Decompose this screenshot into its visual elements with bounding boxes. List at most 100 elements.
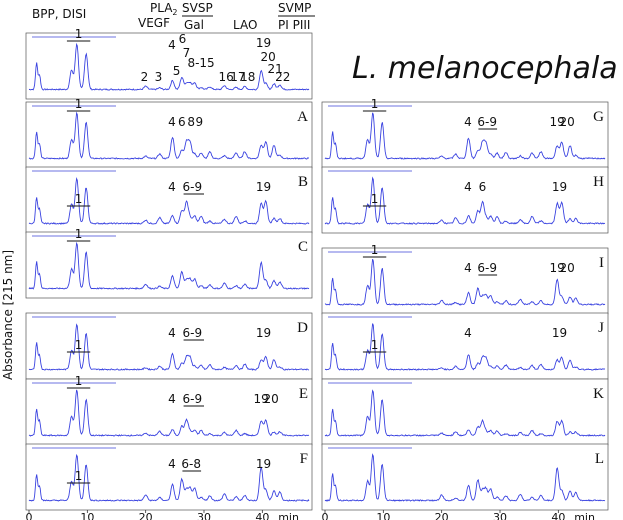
peak-annotation: 4 xyxy=(464,326,472,340)
peak-annotation: 4 xyxy=(168,326,176,340)
peak-annotation: 4 xyxy=(464,261,472,275)
panel-label: F xyxy=(300,451,308,467)
header-pi-piii: PI PIII xyxy=(278,18,310,32)
panel-f: F 1 4 6-8 19 xyxy=(25,443,313,511)
header-pla2: PLA2 xyxy=(150,1,178,17)
peak-annotation: 1 xyxy=(75,27,83,41)
peak-annotation: 19 xyxy=(552,180,567,194)
peak-annotation: 3 xyxy=(155,70,163,84)
peak-annotation: 4 xyxy=(168,457,176,471)
chromatogram-trace xyxy=(324,323,606,371)
x-tick-label: 30 xyxy=(197,511,211,520)
panel-label: C xyxy=(298,239,308,255)
peak-annotation: 7 xyxy=(183,46,191,60)
peak-annotation: 6-8 xyxy=(181,457,201,471)
peak-annotation: 19 xyxy=(552,326,567,340)
peak-annotation: 6-9 xyxy=(183,392,203,406)
x-tick-label: 30 xyxy=(493,511,507,520)
panel-label: H xyxy=(593,174,604,190)
panel-frame xyxy=(321,378,609,446)
panel-frame xyxy=(25,101,313,169)
panel-label: E xyxy=(299,386,308,402)
peak-annotation: 6-9 xyxy=(477,261,497,275)
peak-annotation: 1 xyxy=(75,469,83,483)
chromatogram-trace xyxy=(324,389,606,437)
peak-annotation: 4 xyxy=(464,180,472,194)
header-svmp: SVMP xyxy=(278,1,311,15)
x-tick-label: 10 xyxy=(80,511,94,520)
peak-annotation: 19 xyxy=(256,326,271,340)
panel-frame xyxy=(25,443,313,511)
x-tick-label: 10 xyxy=(376,511,390,520)
chromatogram-trace xyxy=(28,111,310,160)
peak-annotation: 19 xyxy=(256,180,271,194)
panel-frame xyxy=(321,101,609,169)
x-tick-label: 0 xyxy=(322,511,329,520)
peak-annotation: 6 xyxy=(479,180,487,194)
peak-annotation: 18 xyxy=(240,70,255,84)
peak-annotation: 19 xyxy=(254,392,269,406)
peak-annotation: 1 xyxy=(371,338,379,352)
chromatogram-trace xyxy=(28,241,310,290)
peak-annotation: 9 xyxy=(196,115,204,129)
peak-annotation: 19 xyxy=(256,457,271,471)
chromatogram-trace xyxy=(324,112,606,160)
peak-annotation: 1 xyxy=(371,97,379,111)
panel-l: L xyxy=(321,443,609,511)
chromatogram-trace xyxy=(28,42,310,91)
panel-frame xyxy=(321,247,609,315)
panel-k: K xyxy=(321,378,609,446)
peak-annotation: 1 xyxy=(75,338,83,352)
header-gal: Gal xyxy=(184,18,204,32)
panel-label: K xyxy=(593,386,604,402)
panel-frame xyxy=(25,312,313,380)
peak-annotation: 6 xyxy=(178,115,186,129)
chromatogram-trace xyxy=(28,389,310,437)
x-tick-label: 20 xyxy=(139,511,153,520)
peak-annotation: 21 xyxy=(268,62,283,76)
x-tick-label: 40 xyxy=(551,511,565,520)
peak-annotation: 1 xyxy=(75,97,83,111)
chromatogram-trace xyxy=(324,176,606,225)
x-axis-label: min xyxy=(278,511,299,520)
peak-annotation: 4 xyxy=(168,180,176,194)
peak-annotation: 4 xyxy=(464,115,472,129)
peak-annotation: 8-15 xyxy=(187,56,214,70)
peak-annotation: 1 xyxy=(371,192,379,206)
peak-annotation: 16 xyxy=(219,70,234,84)
peak-annotation: 1 xyxy=(75,227,83,241)
chromatogram-trace xyxy=(324,258,606,306)
x-axis-label: min xyxy=(574,511,595,520)
peak-annotation: 1 xyxy=(75,374,83,388)
x-axis-right: 0 10 20 30 40 min xyxy=(322,510,595,520)
panel-label: D xyxy=(297,320,308,336)
header-vegf: VEGF xyxy=(138,16,170,30)
peak-annotation: 6 xyxy=(179,32,187,46)
peak-annotation: 1 xyxy=(371,243,379,257)
peak-annotation: 5 xyxy=(173,64,181,78)
panel-label: A xyxy=(297,109,308,125)
peak-annotation: 6-9 xyxy=(477,115,497,129)
peak-annotation: 1 xyxy=(75,192,83,206)
peak-annotation: 19 xyxy=(256,36,271,50)
panel-label: I xyxy=(599,255,604,271)
chromatogram-trace xyxy=(28,176,310,225)
panel-label: J xyxy=(598,320,604,336)
x-axis-left: 0 10 20 30 40 min xyxy=(26,510,299,520)
peak-annotation: 17 xyxy=(230,70,245,84)
panel-frame xyxy=(321,312,609,380)
x-axes: 0 10 20 30 40 min 0 10 20 30 40 min xyxy=(26,510,595,520)
peak-annotation: 2 xyxy=(141,70,149,84)
panel-a: A 1 4 6 8 9 xyxy=(25,97,313,169)
panel-label: G xyxy=(593,109,604,125)
peak-annotation: 19 xyxy=(550,115,565,129)
header-lao: LAO xyxy=(233,18,257,32)
peak-annotation: 6-9 xyxy=(183,326,203,340)
peak-annotation: 4 xyxy=(168,115,176,129)
x-tick-label: 20 xyxy=(435,511,449,520)
x-tick-label: 40 xyxy=(255,511,269,520)
y-axis-label: Absorbance [215 nm] xyxy=(1,250,15,380)
